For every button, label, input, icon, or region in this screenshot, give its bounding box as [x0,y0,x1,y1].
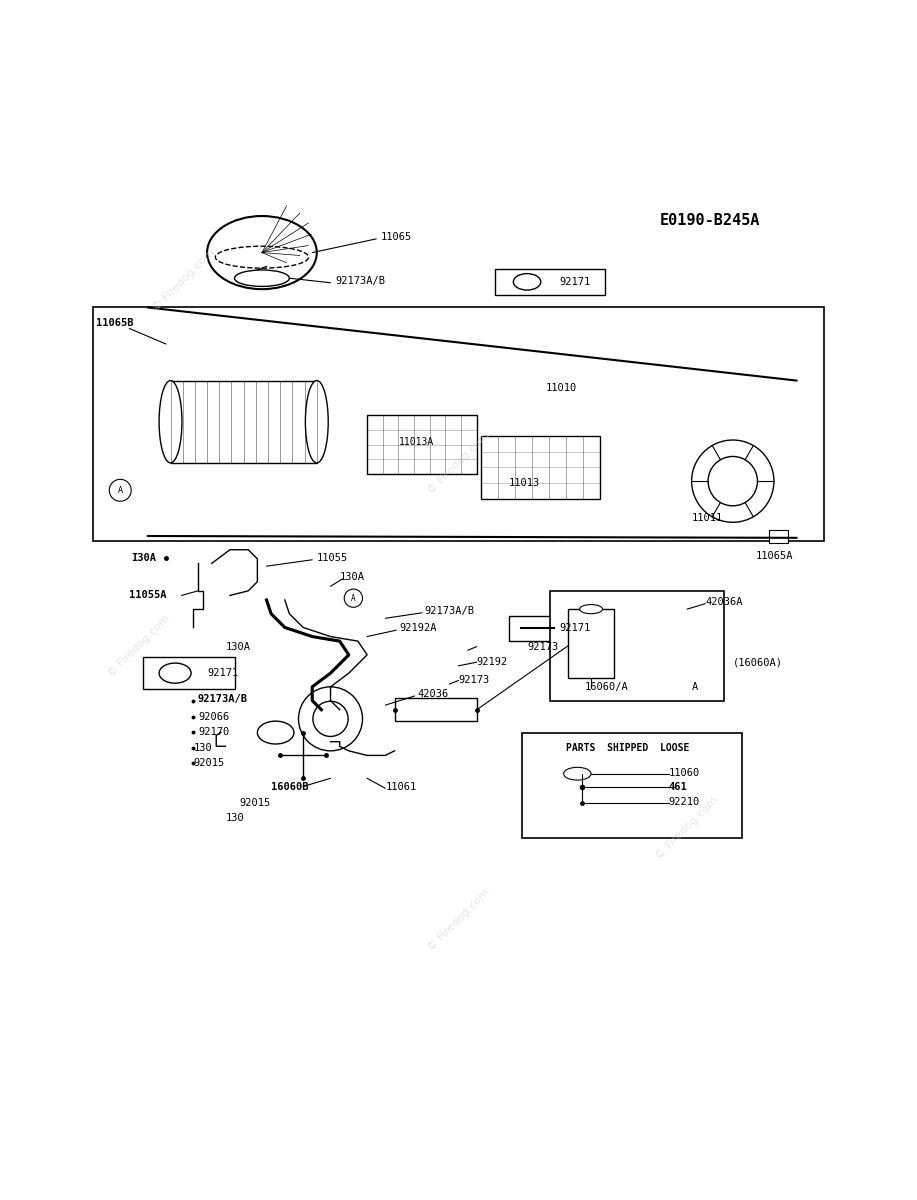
Bar [509,616,601,641]
Circle shape [708,456,757,506]
Text: 11055: 11055 [316,553,348,563]
Text: © Firedog.com: © Firedog.com [105,613,171,678]
Text: A: A [351,594,356,602]
Ellipse shape [564,767,591,780]
Text: 11013: 11013 [509,478,540,488]
Bar [769,529,788,544]
Ellipse shape [514,274,541,290]
Text: A: A [117,486,123,494]
Text: 11013A: 11013A [399,437,435,446]
Text: 11065B: 11065B [96,318,134,328]
Bar [367,415,477,474]
Text: 92015: 92015 [193,757,225,768]
Bar [569,610,613,678]
Ellipse shape [580,605,602,613]
Text: 92171: 92171 [559,277,591,287]
Text: 92015: 92015 [239,798,271,808]
Text: © Firedog.com: © Firedog.com [654,796,720,862]
Bar [93,307,824,540]
Bar [143,656,235,689]
Text: 42036A: 42036A [705,596,743,607]
Text: 11055A: 11055A [129,589,167,600]
Bar [481,437,601,498]
Ellipse shape [159,664,191,683]
Text: 92173A/B: 92173A/B [425,606,475,616]
Text: 92170: 92170 [198,727,229,737]
Text: 130A: 130A [226,642,250,652]
Text: 92192: 92192 [477,658,508,667]
Circle shape [691,440,774,522]
Bar [550,590,724,701]
Text: I30A: I30A [131,553,156,563]
Ellipse shape [215,246,308,268]
Text: 16060/A: 16060/A [585,682,628,692]
Text: 92192A: 92192A [399,623,436,634]
Bar [523,732,742,838]
Text: 92066: 92066 [198,712,229,722]
Circle shape [109,479,131,502]
Text: 16060B: 16060B [271,781,309,792]
Text: E0190-B245A: E0190-B245A [659,214,760,228]
Text: 130: 130 [193,743,212,754]
Bar [171,380,316,463]
Circle shape [344,589,362,607]
Text: 92173A/B: 92173A/B [198,694,248,703]
Text: 130A: 130A [339,572,365,582]
Ellipse shape [159,380,182,463]
Text: (16060A): (16060A) [733,658,783,667]
Text: 92210: 92210 [668,797,700,808]
Text: © Firedog.com: © Firedog.com [425,887,492,953]
Text: 92173A/B: 92173A/B [335,276,385,286]
Ellipse shape [258,721,294,744]
Circle shape [299,686,362,751]
Text: © Firedog.com: © Firedog.com [151,247,217,313]
Ellipse shape [207,216,316,289]
Bar [495,269,605,295]
Ellipse shape [235,270,290,287]
Text: 11010: 11010 [546,383,577,392]
Text: 11065: 11065 [381,232,412,242]
Text: PARTS  SHIPPED  LOOSE: PARTS SHIPPED LOOSE [566,743,690,754]
Circle shape [313,701,348,737]
Text: A: A [691,682,698,692]
Text: 130: 130 [226,812,244,822]
Text: 11060: 11060 [668,768,700,778]
Ellipse shape [305,380,328,463]
Text: 461: 461 [668,781,688,792]
Text: 92171: 92171 [559,623,591,634]
Text: 11065A: 11065A [756,551,793,562]
Text: 92173: 92173 [527,642,558,652]
Text: 11061: 11061 [385,781,416,792]
Text: 92173: 92173 [458,676,490,685]
Text: © Firedog.com: © Firedog.com [425,430,492,496]
Bar [394,698,477,721]
Text: 92171: 92171 [207,668,238,678]
Text: 42036: 42036 [417,689,448,700]
Text: 11011: 11011 [691,512,723,523]
